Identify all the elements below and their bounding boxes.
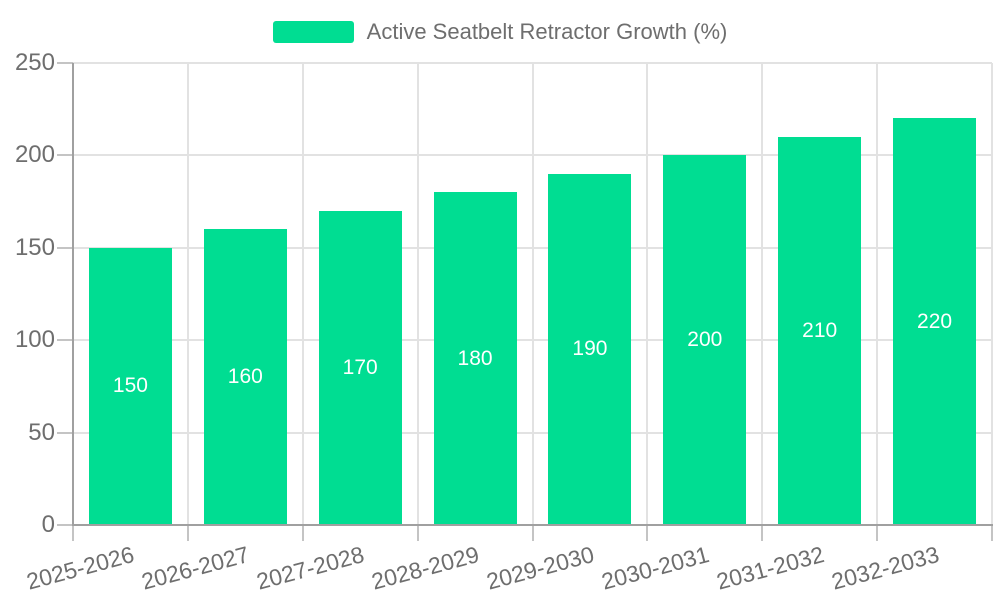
bar-2031-2032[interactable]: 210 [778, 136, 862, 525]
bar-2027-2028[interactable]: 170 [318, 210, 402, 525]
x-axis-tick [646, 526, 649, 541]
bar-value-label: 220 [917, 309, 953, 333]
gridline-vertical [301, 63, 304, 525]
y-axis-tick [57, 62, 73, 64]
y-axis-line [72, 63, 74, 525]
x-axis-line [72, 524, 993, 526]
gridline-vertical [646, 63, 649, 525]
bar-value-label: 180 [457, 346, 493, 370]
y-axis-tick [57, 524, 73, 526]
gridline-vertical [761, 63, 764, 525]
y-axis-label: 0 [41, 511, 55, 538]
gridline-vertical [416, 63, 419, 525]
gridline-vertical [186, 63, 189, 525]
bar-2029-2030[interactable]: 190 [548, 173, 632, 525]
x-axis-tick [72, 526, 74, 541]
x-axis-tick [531, 526, 534, 541]
x-axis-tick [186, 526, 189, 541]
y-axis-label: 100 [14, 326, 55, 354]
y-axis-label: 50 [28, 418, 55, 446]
legend-swatch [272, 21, 354, 43]
y-axis-tick [57, 339, 73, 342]
y-axis-label: 250 [14, 49, 55, 76]
y-axis-tick [57, 154, 73, 157]
bar-2028-2029[interactable]: 180 [433, 192, 517, 525]
bar-value-label: 150 [112, 374, 148, 398]
bar-value-label: 210 [802, 318, 838, 342]
bar-value-label: 160 [227, 365, 263, 389]
gridline-vertical [531, 63, 534, 525]
gridline-vertical [876, 63, 879, 525]
bar-value-label: 190 [572, 337, 608, 361]
x-axis-tick [761, 526, 764, 541]
y-axis-tick [57, 246, 73, 249]
y-axis-label: 200 [14, 141, 55, 169]
x-axis-tick [416, 526, 419, 541]
bar-value-label: 200 [687, 328, 723, 352]
bar-value-label: 170 [342, 355, 378, 379]
x-axis-tick [991, 526, 993, 541]
bar-2026-2027[interactable]: 160 [203, 229, 287, 525]
x-axis-tick [876, 526, 879, 541]
x-axis-tick [301, 526, 304, 541]
gridline-vertical [991, 63, 993, 525]
legend-item[interactable]: Active Seatbelt Retractor Growth (%) [0, 21, 1000, 43]
bar-2030-2031[interactable]: 200 [663, 155, 747, 525]
y-axis-tick [57, 431, 73, 434]
bar-2032-2033[interactable]: 220 [893, 118, 977, 525]
bar-2025-2026[interactable]: 150 [88, 247, 172, 525]
legend-label: Active Seatbelt Retractor Growth (%) [366, 19, 728, 44]
y-axis-label: 150 [14, 233, 55, 261]
